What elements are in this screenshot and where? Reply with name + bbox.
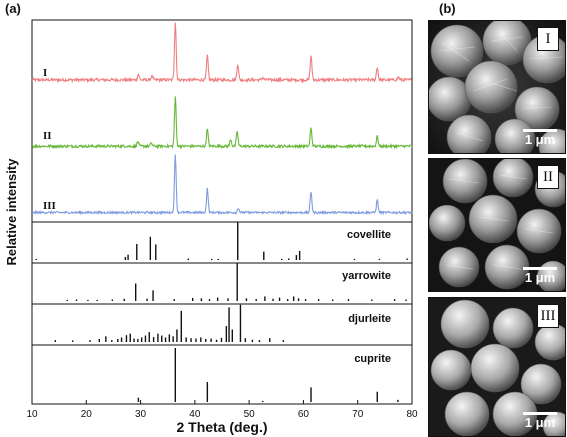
sem-label-1: I [537, 27, 559, 51]
panel-a-label: (a) [5, 1, 21, 16]
scale-bar-text: 1 μm [524, 132, 556, 147]
scale-bar-text: 1 μm [524, 415, 556, 430]
scale-bar-1: 1 μm [523, 129, 557, 147]
sem-image-1: I 1 μm [428, 20, 566, 154]
scale-bar-line [523, 412, 557, 415]
series-label-III: III [43, 200, 56, 212]
series-line-II [31, 96, 413, 150]
sem-label-3: III [537, 304, 559, 328]
x-tick-label: 10 [26, 409, 38, 420]
ref-label-covellite: covellite [347, 229, 391, 241]
sem-image-3: III 1 μm [428, 297, 566, 437]
sem-micrograph-1 [429, 21, 565, 153]
y-axis-label: Relative intensity [4, 158, 19, 266]
x-tick-label: 70 [352, 409, 364, 420]
series-label-II: II [43, 130, 52, 142]
ref-label-cuprite: cuprite [354, 353, 391, 365]
scale-bar-line [523, 129, 557, 132]
series-line-III [31, 154, 413, 216]
xrd-chart: 10 20 30 40 50 60 70 80 2 Theta (deg.) Relative i… [4, 19, 418, 435]
x-tick-label: 60 [298, 409, 310, 420]
scale-bar-3: 1 μm [523, 412, 557, 430]
x-tick-label: 20 [81, 409, 93, 420]
x-tick-label: 40 [189, 409, 201, 420]
panel-b-label: (b) [439, 1, 456, 16]
sem-label-2: II [537, 165, 559, 189]
x-axis-label: 2 Theta (deg.) [176, 419, 267, 435]
scale-bar-2: 1 μm [523, 267, 557, 285]
ref-label-djurleite: djurleite [348, 313, 391, 325]
sem-image-2: II 1 μm [428, 158, 566, 292]
series-label-I: I [43, 67, 47, 79]
x-tick-label: 50 [244, 409, 256, 420]
x-tick-label: 30 [135, 409, 147, 420]
scale-bar-line [523, 267, 557, 270]
x-tick-label: 80 [406, 409, 418, 420]
ref-label-yarrowite: yarrowite [342, 270, 391, 282]
series-line-I [31, 22, 413, 84]
scale-bar-text: 1 μm [524, 270, 556, 285]
